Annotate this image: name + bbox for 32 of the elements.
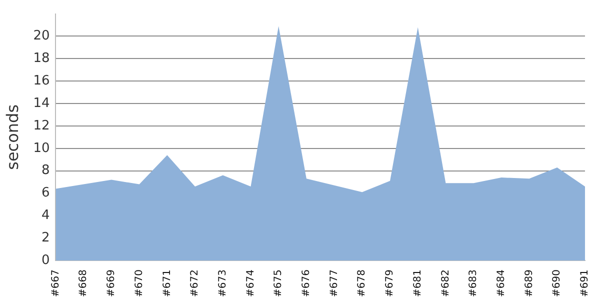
x-tick-label: #675 [273, 270, 284, 298]
x-tick-label: #691 [580, 270, 591, 298]
x-tick-label: #668 [78, 270, 90, 298]
y-tick-label: 10 [33, 140, 50, 156]
x-tick-label: #670 [134, 270, 145, 298]
y-axis-title: seconds [2, 104, 22, 170]
x-tick-label: #676 [301, 270, 312, 298]
x-tick-label: #677 [328, 270, 340, 298]
x-tick-label: #690 [552, 270, 563, 298]
x-tick-label: #679 [384, 270, 396, 298]
x-tick-label: #669 [106, 270, 118, 298]
x-tick-label: #682 [440, 270, 452, 298]
x-tick-label: #689 [524, 270, 535, 298]
y-tick-label: 16 [33, 73, 50, 88]
y-tick-label: 0 [41, 252, 50, 268]
x-tick-label: #681 [412, 270, 424, 298]
y-tick-label: 14 [33, 96, 50, 111]
y-tick-label: 18 [33, 51, 50, 66]
x-tick-label: #671 [162, 270, 173, 298]
x-tick-label: #683 [468, 270, 480, 298]
x-tick-label: #684 [496, 270, 508, 298]
y-tick-label: 4 [41, 208, 50, 224]
x-tick-label: #674 [245, 270, 256, 298]
y-tick-label: 2 [41, 230, 50, 246]
x-tick-label: #673 [217, 270, 228, 298]
x-tick-label: #667 [50, 270, 62, 298]
y-tick-label: 12 [33, 118, 50, 134]
x-tick-label: #678 [356, 270, 368, 298]
x-tick-label: #672 [190, 270, 201, 298]
y-tick-label: 8 [41, 163, 50, 178]
y-tick-label: 6 [41, 186, 50, 201]
y-tick-label: 20 [33, 28, 50, 44]
